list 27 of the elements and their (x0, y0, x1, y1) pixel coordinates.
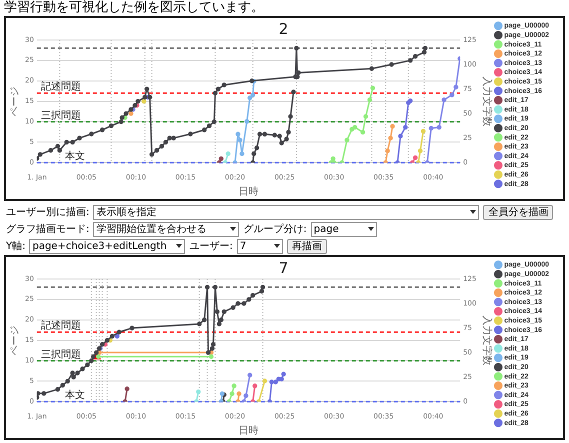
text: グラフ描画モード: (6, 222, 90, 236)
ref-line-label: 本文 (64, 389, 85, 402)
ref-line-label: 三択問題 (40, 109, 81, 122)
text: グループ分け: (243, 222, 307, 236)
x-axis-title: 日時 (238, 424, 258, 437)
y2-axis-title: 入力文字数 (480, 76, 493, 126)
text: 全員分を描画 (483, 204, 554, 220)
ref-line-label: 記述問題 (40, 80, 81, 93)
text: ユーザー別に描画: (6, 206, 90, 219)
ref-line-label: 三択問題 (40, 348, 81, 360)
text: page+choice3+editLength (32, 240, 167, 252)
y-axis-title: ページ (10, 86, 21, 116)
text: 7 (240, 240, 246, 252)
text: Y軸: (6, 240, 26, 253)
chart-title: 7 (278, 258, 288, 277)
ref-line-label: 本文 (64, 150, 85, 162)
y2-axis-title: 入力文字数 (480, 315, 493, 366)
text: 再描画 (286, 238, 327, 254)
text: 学習開始位置を合わせる (96, 222, 206, 236)
chart-title: 2 (278, 20, 288, 38)
text: 表示順を指定 (96, 206, 156, 218)
text: 学習行動を可視化した例を図示しています。 (3, 0, 265, 16)
y-axis-title: ページ (10, 325, 21, 356)
x-axis-title: 日時 (238, 186, 258, 198)
text: ユーザー: (189, 240, 233, 253)
text: page (314, 222, 339, 236)
ref-line-label: 記述問題 (40, 320, 81, 332)
